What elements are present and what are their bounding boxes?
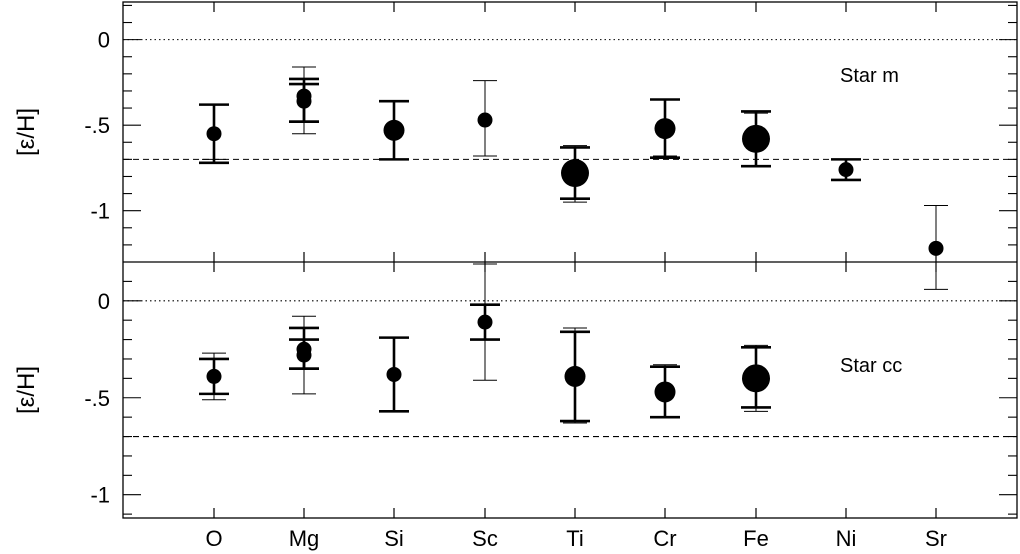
x-tick-label-sc: Sc xyxy=(472,526,498,551)
panel-1-point-mg-2-marker xyxy=(296,93,312,109)
x-tick-label-mg: Mg xyxy=(289,526,320,551)
panel-2-y-tick-label: -1 xyxy=(90,483,110,508)
reference-lines xyxy=(123,39,1017,438)
panel-1-y-axis-label: [ε/H] xyxy=(13,108,40,156)
chart-text: O Mg Si Sc Ti Cr Fe Ni Sr 0 -.5 -1 [ε/H] Star m 0 -.5 -1… xyxy=(13,28,947,551)
x-tick-label-fe: Fe xyxy=(743,526,769,551)
panel-1-point-ti-5-marker xyxy=(561,159,589,188)
panel-1-y-tick-label: -1 xyxy=(90,199,110,224)
panel-2-point-fe-7-marker xyxy=(742,364,770,393)
panel-2-star-annotation: Star cc xyxy=(840,355,902,377)
panel-1-y-tick-label: -.5 xyxy=(84,113,110,138)
axes xyxy=(122,1,1018,519)
panel-2-y-axis-label: [ε/H] xyxy=(13,366,40,414)
panel-1-point-o-0-marker xyxy=(206,126,222,142)
plot-frame xyxy=(122,1,1018,519)
panel-1-y-tick-label: 0 xyxy=(98,28,110,53)
panel-2-y-tick-label: 0 xyxy=(98,289,110,314)
panel-1-star-annotation: Star m xyxy=(840,65,899,87)
panel-1-point-fe-7-marker xyxy=(742,124,770,153)
panel-2-point-cr-6-marker xyxy=(654,381,676,403)
x-tick-label-ti: Ti xyxy=(566,526,584,551)
panel-1-point-sr-9-marker xyxy=(928,240,944,256)
x-tick-label-o: O xyxy=(205,526,222,551)
x-tick-label-ni: Ni xyxy=(836,526,857,551)
panel-2-point-sc-4-marker xyxy=(477,314,493,330)
panel-1-point-ni-8-marker xyxy=(838,162,854,178)
x-tick-label-cr: Cr xyxy=(653,526,676,551)
panel-1-point-cr-6-marker xyxy=(654,118,676,140)
panel-2-point-si-3-marker xyxy=(386,366,402,382)
x-tick-label-sr: Sr xyxy=(925,526,947,551)
panel-2-point-o-0-marker xyxy=(206,368,222,384)
data-points xyxy=(199,66,948,424)
panel-1-point-si-3-marker xyxy=(383,119,405,141)
panel-2-point-ti-5-marker xyxy=(564,365,586,387)
panel-2-y-tick-label: -.5 xyxy=(84,386,110,411)
panel-1-point-sc-4-marker xyxy=(477,112,493,128)
panel-2-point-mg-2-marker xyxy=(296,347,312,363)
x-tick-label-si: Si xyxy=(384,526,404,551)
